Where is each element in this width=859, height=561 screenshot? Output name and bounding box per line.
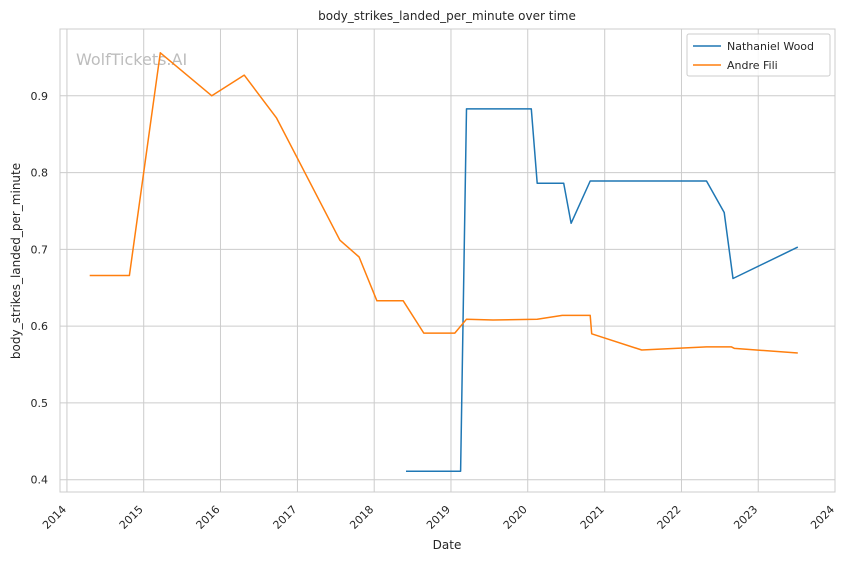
legend-label-nathaniel-wood: Nathaniel Wood [727, 40, 814, 53]
legend: Nathaniel Wood Andre Fili [686, 33, 831, 77]
y-tick-labels: 0.4 0.5 0.6 0.7 0.8 0.9 [31, 90, 49, 487]
y-tick-label-0.7: 0.7 [31, 243, 49, 256]
y-tick-label-0.4: 0.4 [31, 474, 49, 487]
y-tick-label-0.5: 0.5 [31, 397, 49, 410]
y-tick-label-0.6: 0.6 [31, 320, 49, 333]
y-tick-label-0.9: 0.9 [31, 90, 49, 103]
watermark: WolfTickets.AI [76, 50, 187, 69]
plot-frame [59, 28, 836, 493]
y-tick-label-0.8: 0.8 [31, 167, 49, 180]
series-line-nathaniel-wood [406, 108, 799, 473]
x-axis-label: Date [433, 538, 462, 552]
series-layer [89, 52, 799, 473]
legend-box [686, 33, 831, 77]
y-axis-label: body_strikes_landed_per_minute [9, 163, 23, 359]
series-line-andre-fili [89, 52, 798, 354]
chart-title: body_strikes_landed_per_minute over time [318, 9, 576, 23]
legend-label-andre-fili: Andre Fili [727, 59, 778, 72]
